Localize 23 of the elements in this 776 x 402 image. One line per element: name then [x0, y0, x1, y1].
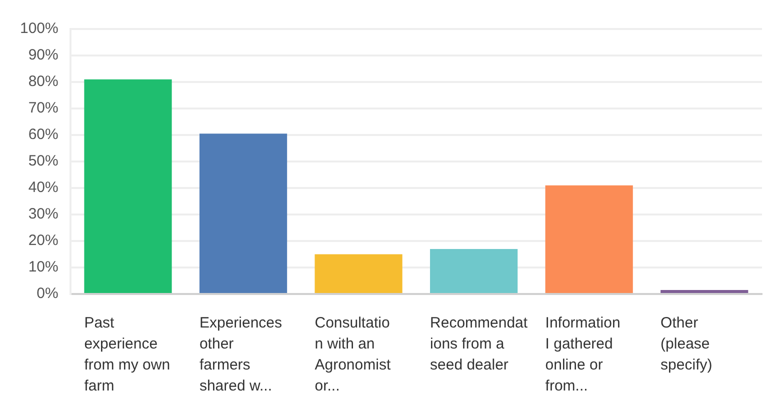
- x-tick-label: Other (please specify): [660, 314, 712, 374]
- bar: [84, 79, 172, 293]
- y-tick-label: 80%: [28, 73, 58, 90]
- y-tick-label: 90%: [28, 46, 58, 64]
- bar: [545, 185, 633, 293]
- y-tick-label: 100%: [20, 20, 58, 38]
- y-tick-label: 0%: [36, 285, 58, 302]
- x-tick-label: Consultatio n with an Agronomist or...: [314, 314, 392, 395]
- x-tick-label: Recommendat ions from a seed dealer: [430, 314, 528, 374]
- y-tick-label: 40%: [28, 179, 58, 196]
- x-tick-label: Information I gathered online or from...: [545, 314, 620, 395]
- bar: [314, 254, 402, 293]
- bar: [430, 248, 518, 293]
- x-tick-label: Experiences other farmers shared w...: [199, 314, 282, 395]
- x-tick-label: Past experience from my own farm: [84, 314, 170, 395]
- y-tick-label: 50%: [28, 152, 58, 170]
- bar: [660, 290, 748, 293]
- y-tick-label: 70%: [28, 100, 58, 117]
- y-tick-label: 10%: [28, 258, 58, 276]
- y-tick-label: 60%: [28, 126, 58, 144]
- bar: [199, 134, 288, 293]
- y-tick-label: 30%: [28, 206, 58, 223]
- y-tick-label: 20%: [28, 232, 58, 250]
